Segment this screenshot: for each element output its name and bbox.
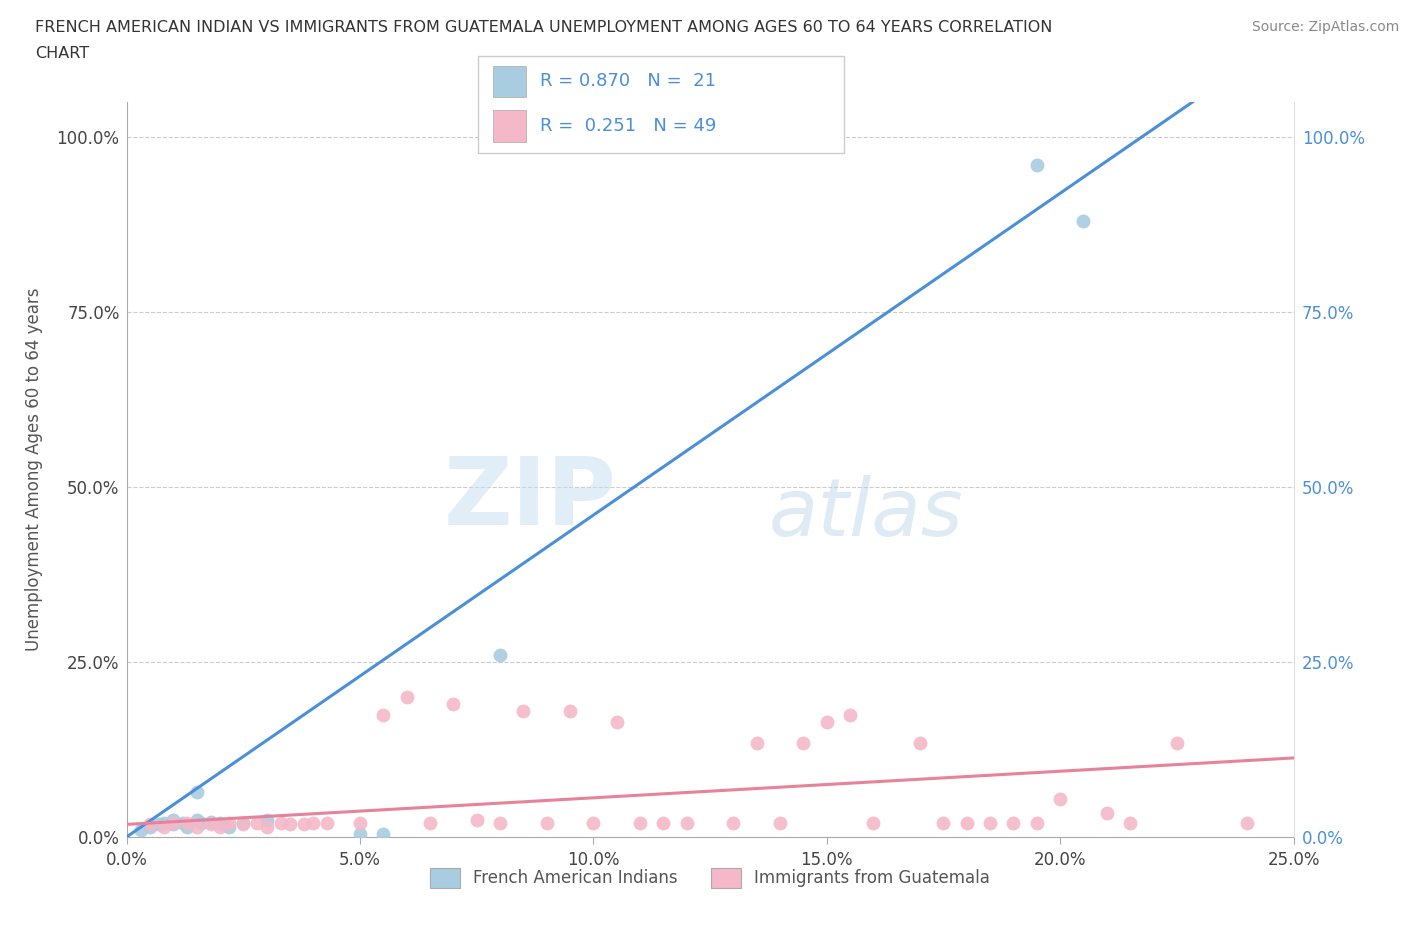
Point <box>839 707 862 722</box>
Point <box>956 816 979 830</box>
Text: FRENCH AMERICAN INDIAN VS IMMIGRANTS FROM GUATEMALA UNEMPLOYMENT AMONG AGES 60 T: FRENCH AMERICAN INDIAN VS IMMIGRANTS FRO… <box>35 20 1053 35</box>
Point <box>606 714 628 729</box>
Point <box>373 707 395 722</box>
Point <box>148 817 170 831</box>
Point <box>489 816 512 830</box>
Point <box>1025 816 1047 830</box>
Point <box>172 816 194 830</box>
Point <box>1166 735 1188 750</box>
Point <box>862 816 884 830</box>
Point <box>1236 816 1258 830</box>
Text: ZIP: ZIP <box>444 453 617 545</box>
Point <box>792 735 814 750</box>
Legend: French American Indians, Immigrants from Guatemala: French American Indians, Immigrants from… <box>423 861 997 895</box>
Point <box>186 819 208 834</box>
Point <box>153 819 176 834</box>
Point <box>190 816 212 830</box>
Point <box>652 816 675 830</box>
Text: Source: ZipAtlas.com: Source: ZipAtlas.com <box>1251 20 1399 34</box>
Point <box>1095 805 1118 820</box>
Point <box>1073 214 1095 229</box>
Point <box>139 819 162 834</box>
Point <box>1049 791 1071 806</box>
Point <box>395 690 418 705</box>
Point <box>162 812 184 827</box>
Point <box>218 816 240 830</box>
Point <box>558 704 581 719</box>
Text: R =  0.251   N = 49: R = 0.251 N = 49 <box>540 117 717 135</box>
FancyBboxPatch shape <box>492 66 526 97</box>
Text: CHART: CHART <box>35 46 89 61</box>
Point <box>292 817 315 831</box>
Point <box>815 714 838 729</box>
Point <box>232 817 254 831</box>
Point <box>932 816 955 830</box>
Point <box>465 812 488 827</box>
Point <box>512 704 534 719</box>
Point <box>186 784 208 799</box>
Point <box>489 647 512 662</box>
Point <box>582 816 605 830</box>
Point <box>1025 158 1047 173</box>
Point <box>246 816 269 830</box>
Point <box>979 816 1001 830</box>
Point <box>316 816 339 830</box>
Point <box>162 816 184 830</box>
Point <box>208 819 231 834</box>
Point <box>278 817 301 831</box>
Point <box>769 816 792 830</box>
FancyBboxPatch shape <box>478 56 844 153</box>
Point <box>419 816 441 830</box>
Point <box>628 816 651 830</box>
FancyBboxPatch shape <box>492 111 526 141</box>
Point <box>139 817 162 831</box>
Y-axis label: Unemployment Among Ages 60 to 64 years: Unemployment Among Ages 60 to 64 years <box>25 288 42 651</box>
Point <box>536 816 558 830</box>
Point <box>208 816 231 830</box>
Point <box>162 817 184 831</box>
Text: R = 0.870   N =  21: R = 0.870 N = 21 <box>540 73 716 90</box>
Point <box>373 826 395 841</box>
Point <box>218 819 240 834</box>
Point <box>200 814 222 829</box>
Point <box>908 735 931 750</box>
Point <box>675 816 697 830</box>
Point <box>256 819 278 834</box>
Point <box>153 816 176 830</box>
Point <box>129 822 152 837</box>
Text: atlas: atlas <box>768 474 963 552</box>
Point <box>270 816 292 830</box>
Point <box>176 819 198 834</box>
Point <box>232 816 254 830</box>
Point <box>723 816 745 830</box>
Point <box>1119 816 1142 830</box>
Point <box>745 735 768 750</box>
Point <box>256 812 278 827</box>
Point <box>200 817 222 831</box>
Point <box>1002 816 1025 830</box>
Point <box>186 812 208 827</box>
Point <box>349 826 371 841</box>
Point <box>349 816 371 830</box>
Point <box>441 697 464 711</box>
Point <box>176 816 198 830</box>
Point <box>302 816 325 830</box>
